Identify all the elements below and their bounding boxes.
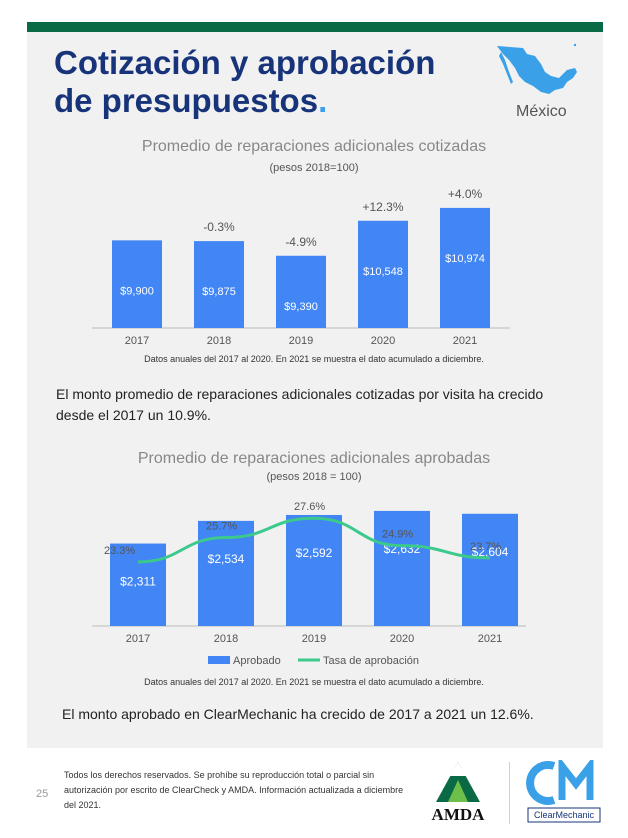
chart1-bar-2020: [358, 220, 408, 328]
chart1-tick-2017: 2017: [125, 335, 149, 347]
title-line-2: de presupuestos: [54, 82, 319, 119]
chart2-rate-line: [137, 516, 491, 564]
amda-logo-text: AMDA: [432, 805, 486, 824]
chart2-tick-2017: 2017: [126, 633, 150, 645]
chart1-value-label-2017: $9,900: [120, 285, 154, 297]
chart1-svg: $9,900 2017 $9,875 -0.3% 2018 $9,390 -4.9% 2019…: [92, 187, 510, 347]
chart1-tick-2019: 2019: [289, 335, 313, 347]
title-line-1: Cotización y aprobación: [54, 44, 436, 81]
paragraph-cotizadas: El monto promedio de reparaciones adicio…: [56, 386, 544, 423]
chart1-subtitle: (pesos 2018=100): [269, 162, 359, 174]
chart1-bar-2021: [440, 207, 490, 328]
page-title: Cotización y aprobación de presupuestos.: [54, 44, 474, 120]
chart1-change-label-2019: -4.9%: [285, 235, 317, 249]
chart1-change-label-2020: +12.3%: [362, 200, 403, 214]
chart1-tick-2020: 2020: [371, 335, 395, 347]
chart2-title: Promedio de reparaciones adicionales apr…: [137, 450, 491, 467]
logo-divider: [509, 762, 510, 824]
chart1-title: Promedio de reparaciones adicionales cot…: [141, 138, 487, 155]
top-accent-bar: [27, 22, 603, 32]
page-number: 25: [36, 788, 49, 800]
chart1-change-label-2018: -0.3%: [203, 220, 235, 234]
chart2-rate-label-2020: 24.9%: [382, 529, 413, 541]
chart1-bar-2018: [194, 241, 244, 328]
footer-disclaimer: Todos los derechos reservados. Se prohíb…: [64, 770, 404, 810]
chart2-tick-2019: 2019: [302, 633, 326, 645]
chart2-legend-bar-label: Aprobado: [233, 655, 281, 667]
chart2-note: Datos anuales del 2017 al 2020. En 2021 …: [144, 677, 484, 687]
chart2-value-label-2021: $2,604: [472, 545, 509, 559]
chart2-bar-2017: [110, 543, 166, 626]
chart2-value-label-2018: $2,534: [208, 552, 245, 566]
chart1-value-label-2020: $10,548: [363, 266, 403, 278]
chart1-change-label-2021: +4.0%: [448, 187, 483, 201]
title-dot: .: [318, 82, 328, 119]
chart2-tick-2021: 2021: [478, 633, 502, 645]
chart2-rate-label-2021: 23.7%: [470, 541, 501, 553]
chart1-value-label-2019: $9,390: [284, 301, 318, 313]
chart2-tick-2018: 2018: [214, 633, 238, 645]
mexico-map-icon: [497, 43, 577, 94]
amda-logo: AMDA: [432, 762, 486, 824]
chart2-bar-2021: [462, 513, 518, 626]
chart1-value-label-2021: $10,974: [445, 253, 485, 265]
paragraph-aprobadas: El monto aprobado en ClearMechanic ha cr…: [62, 706, 534, 722]
country-label: México: [516, 103, 567, 120]
chart2-value-label-2019: $2,592: [296, 546, 333, 560]
content-panel: [27, 32, 603, 748]
chart2-svg: $2,3112017$2,5342018$2,5922019$2,6322020…: [92, 501, 526, 667]
chart1-tick-2018: 2018: [207, 335, 231, 347]
chart2-subtitle: (pesos 2018 = 100): [266, 471, 362, 483]
chart2-legend-bar-swatch: [208, 656, 230, 664]
chart1-bar-2019: [276, 255, 326, 328]
chart1-tick-2021: 2021: [453, 335, 477, 347]
chart2-tick-2020: 2020: [390, 633, 414, 645]
chart2-legend-line-label: Tasa de aprobación: [323, 655, 419, 667]
chart2-rate-label-2017: 23.3%: [104, 545, 135, 557]
chart2-bar-2019: [286, 514, 342, 626]
chart2-rate-label-2019: 27.6%: [294, 501, 325, 513]
chart1-note: Datos anuales del 2017 al 2020. En 2021 …: [144, 354, 484, 364]
clearmechanic-logo: ClearMechanic: [526, 760, 601, 823]
chart1-value-label-2018: $9,875: [202, 286, 236, 298]
chart2-bar-2020: [374, 510, 430, 626]
clearmechanic-logo-text: ClearMechanic: [534, 810, 595, 820]
chart2-value-label-2017: $2,311: [120, 575, 156, 589]
chart1-bar-2017: [112, 240, 162, 328]
chart2-rate-label-2018: 25.7%: [206, 521, 237, 533]
